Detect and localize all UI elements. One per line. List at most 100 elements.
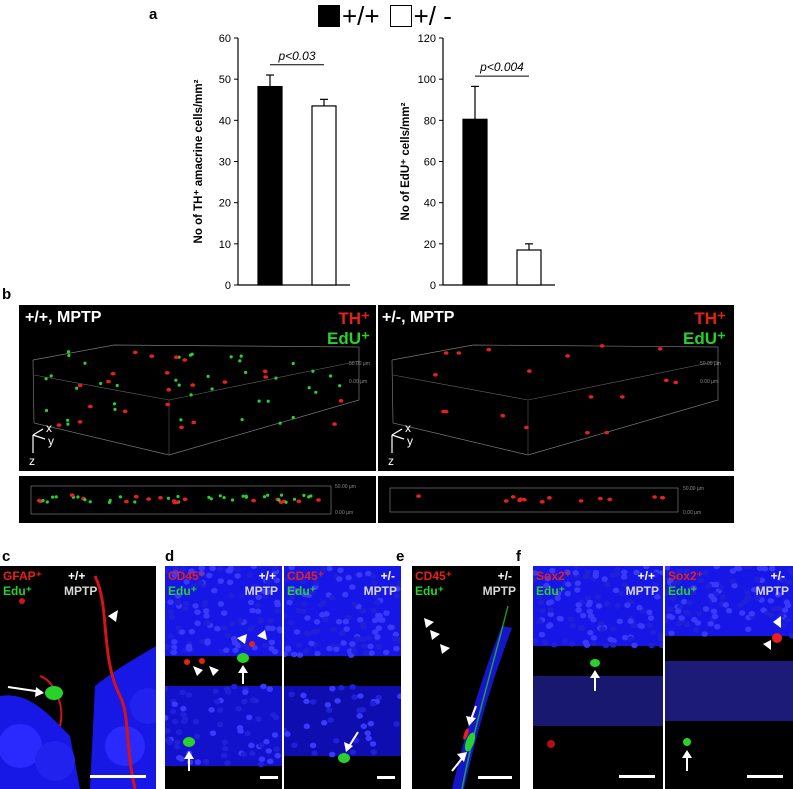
panel-b-left-edu-label: EdU⁺ [327, 329, 370, 348]
nucleus [241, 698, 248, 705]
edu-cell [44, 408, 49, 413]
edu-cell [83, 498, 87, 502]
side-depth-top-right: 50.00 µm [683, 486, 704, 492]
edu-cell [309, 494, 313, 498]
nucleus [654, 594, 661, 600]
nucleus [561, 638, 568, 644]
nucleus [171, 639, 178, 645]
nucleus [394, 586, 401, 592]
nucleus [665, 566, 671, 571]
nucleus [273, 746, 280, 752]
nucleus [603, 600, 611, 607]
th-cell [585, 430, 590, 435]
edu-cell [176, 494, 180, 499]
axis-y-label-right: y [407, 434, 413, 448]
nucleus [165, 715, 169, 721]
nucleus [384, 572, 391, 579]
th-cell [146, 497, 151, 501]
edu-cell [133, 500, 137, 504]
th-cell [166, 388, 172, 392]
nucleus [226, 579, 234, 586]
nucleus [293, 629, 301, 635]
nucleus [714, 623, 721, 630]
nucleus [575, 602, 582, 608]
nucleus [744, 590, 751, 597]
y-tick-label: 60 [219, 33, 231, 45]
nucleus [317, 602, 324, 608]
nucleus [745, 626, 752, 633]
y-tick-label: 50 [219, 74, 231, 86]
th-cell [251, 498, 256, 503]
edu-cell [66, 350, 71, 354]
nucleus [338, 685, 345, 691]
nucleus [393, 593, 400, 599]
nucleus [609, 572, 617, 578]
nucleus [224, 686, 231, 692]
nucleus [665, 590, 670, 596]
nucleus [265, 578, 272, 585]
nucleus [206, 572, 213, 579]
nucleus [171, 718, 179, 725]
edu-cell [240, 418, 244, 422]
th-cell [165, 402, 171, 407]
th-cell [526, 369, 532, 373]
nucleus [667, 570, 674, 576]
y-tick-label: 60 [424, 157, 436, 169]
nucleus [657, 632, 663, 638]
nucleus [167, 609, 174, 615]
edu-cell [54, 495, 58, 499]
nucleus [621, 569, 628, 576]
th-cell [87, 404, 93, 409]
nucleus [569, 623, 577, 629]
nucleus [167, 599, 174, 605]
th-cell [190, 383, 196, 387]
nucleus [667, 606, 674, 613]
nucleus [188, 628, 195, 635]
edu-cell [41, 499, 45, 503]
nucleus [583, 573, 591, 579]
nucleus [587, 629, 594, 636]
nucleus [610, 642, 617, 648]
nucleus [775, 605, 783, 611]
nucleus [267, 618, 274, 624]
nucleus [284, 651, 288, 657]
nucleus [286, 599, 293, 606]
nucleus [178, 756, 185, 762]
nucleus [701, 631, 708, 637]
edu-cell [66, 422, 70, 426]
nucleus [165, 686, 169, 692]
nucleus [173, 744, 181, 750]
nucleus [356, 572, 363, 578]
nucleus [274, 752, 281, 759]
edu-cell [188, 353, 193, 357]
nucleus [329, 594, 336, 601]
edu-cell [257, 399, 261, 403]
nucleus [166, 739, 174, 746]
nucleus [365, 570, 372, 577]
nucleus [244, 730, 251, 737]
th-cell [660, 496, 665, 500]
nucleus [357, 693, 364, 699]
nucleus [211, 587, 218, 594]
nucleus [257, 618, 264, 624]
nucleus [202, 599, 209, 606]
nucleus [183, 579, 190, 585]
nucleus [537, 599, 545, 606]
th-cell [565, 354, 570, 358]
nucleus [574, 587, 581, 593]
th-cell [619, 395, 625, 399]
panel-b-left-sideview: 50.00 µm 0.00 µm [19, 476, 376, 523]
nucleus [356, 713, 363, 719]
nucleus [255, 716, 262, 722]
panel-f-right-marker: Sox2⁺ [668, 569, 704, 583]
edu-cell [88, 500, 92, 504]
edu-cell [274, 376, 278, 380]
nucleus [627, 636, 634, 642]
nucleus [652, 571, 659, 578]
nucleus [266, 686, 273, 692]
nucleus [683, 609, 690, 616]
nucleus [707, 621, 714, 627]
nucleus [544, 575, 551, 582]
nucleus [595, 594, 602, 600]
nucleus [214, 625, 221, 632]
